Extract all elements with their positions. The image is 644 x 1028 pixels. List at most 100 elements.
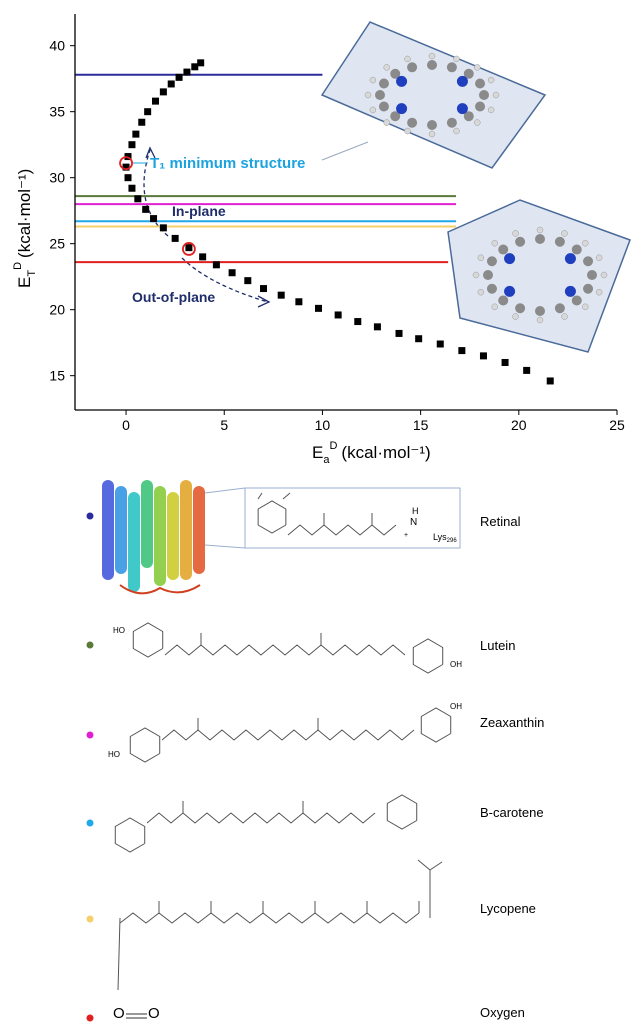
point — [185, 244, 193, 252]
point — [171, 234, 179, 242]
atom — [369, 106, 377, 114]
helix — [128, 492, 140, 592]
atom — [561, 313, 568, 320]
point — [244, 277, 252, 285]
point — [175, 73, 183, 81]
point — [436, 340, 444, 348]
bond — [117, 917, 121, 991]
atom — [383, 119, 390, 126]
atom — [498, 295, 509, 306]
loop — [119, 584, 201, 595]
point — [501, 358, 509, 366]
atom-label: Lys296 — [433, 532, 457, 544]
atom — [390, 111, 401, 122]
atom — [477, 254, 485, 262]
atom — [456, 75, 468, 87]
point — [138, 118, 146, 126]
atom — [582, 303, 589, 311]
point — [354, 318, 362, 326]
bond — [420, 707, 452, 743]
atom — [486, 256, 497, 267]
point — [134, 195, 142, 203]
atom-label: O — [113, 1005, 125, 1022]
atom — [491, 303, 498, 311]
helix — [167, 492, 179, 580]
atom — [536, 226, 544, 234]
bond — [429, 861, 443, 871]
atom — [583, 283, 594, 294]
bond — [161, 729, 415, 741]
x-axis-label: EaD (kcal·mol⁻¹) — [312, 440, 431, 466]
x-tick-label: 0 — [122, 417, 130, 433]
point — [334, 311, 342, 319]
atom — [583, 256, 594, 267]
atom — [492, 91, 500, 99]
atom — [571, 244, 582, 255]
annotation: T₁ minimum structure — [150, 155, 305, 172]
point — [479, 352, 487, 360]
atom — [486, 283, 497, 294]
atom — [491, 239, 498, 247]
point — [295, 298, 303, 306]
plot: 15 20 25 30 35 40 0 5 10 15 20 25 — [49, 14, 625, 433]
bond — [412, 638, 444, 674]
point — [523, 366, 531, 374]
helix — [102, 480, 114, 580]
bond — [132, 622, 164, 658]
point — [395, 329, 403, 337]
x-tick-label: 5 — [220, 417, 228, 433]
bond — [146, 812, 376, 824]
point — [183, 68, 191, 76]
atom — [582, 239, 589, 247]
legend-dot — [86, 512, 94, 520]
helix — [115, 486, 127, 574]
y-tick-label: 20 — [49, 302, 65, 318]
atom — [463, 68, 474, 79]
point — [212, 261, 220, 269]
atom — [561, 230, 568, 237]
atom — [535, 306, 545, 316]
zoom-line — [204, 544, 246, 549]
atom — [512, 230, 519, 237]
point — [277, 291, 285, 299]
atom — [472, 271, 480, 279]
x-tick-label: 20 — [511, 417, 527, 433]
legend-dot — [86, 915, 94, 923]
atom — [378, 78, 389, 89]
atom — [453, 55, 460, 63]
y-tick-label: 25 — [49, 236, 65, 252]
atom — [487, 106, 495, 114]
atom-label: OH — [450, 660, 462, 669]
point — [415, 335, 423, 343]
atom — [564, 285, 576, 297]
atom-label: + — [404, 532, 408, 539]
protein-render — [102, 480, 205, 595]
legend-label: Retinal — [480, 514, 521, 529]
atom — [587, 270, 597, 280]
bond — [164, 644, 406, 656]
atom — [595, 288, 603, 296]
atom — [515, 236, 526, 247]
atom — [375, 90, 385, 100]
atom — [600, 271, 608, 279]
point — [124, 174, 132, 182]
atom — [483, 270, 493, 280]
atom — [554, 303, 565, 314]
atom — [474, 119, 481, 126]
structure-panel — [447, 199, 631, 353]
atom — [536, 316, 544, 324]
bond — [417, 859, 431, 871]
helix — [193, 486, 205, 574]
atom-label: HO — [113, 626, 125, 635]
point — [315, 304, 323, 312]
y-tick-label: 15 — [49, 368, 65, 384]
point — [159, 88, 167, 96]
point — [152, 97, 160, 105]
atom — [396, 75, 408, 87]
atom — [475, 78, 486, 89]
skeletal-formulas — [114, 492, 452, 991]
bond — [129, 727, 161, 763]
atom — [428, 130, 436, 138]
bond — [257, 500, 287, 534]
